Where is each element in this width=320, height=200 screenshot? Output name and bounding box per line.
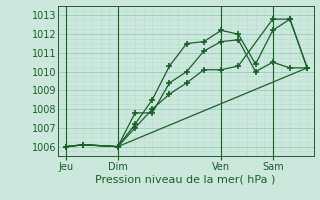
X-axis label: Pression niveau de la mer( hPa ): Pression niveau de la mer( hPa ) xyxy=(95,174,276,184)
